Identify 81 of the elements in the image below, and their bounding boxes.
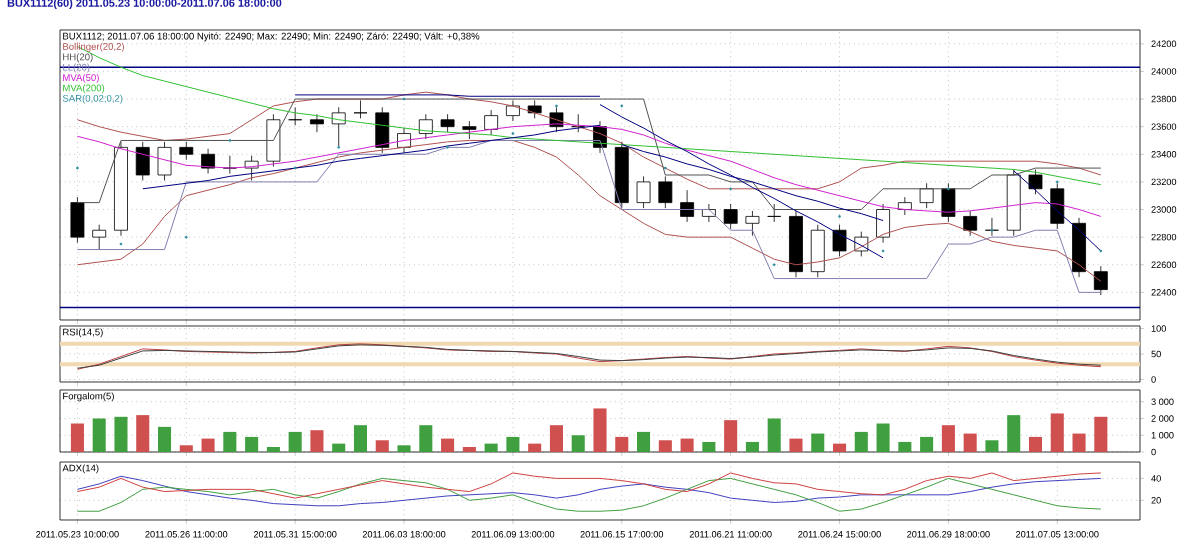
bar (1028, 436, 1043, 452)
bar (397, 445, 411, 452)
bar (658, 440, 672, 452)
bar (680, 438, 694, 452)
candlestick (375, 106, 390, 154)
bar (898, 441, 912, 452)
bar (941, 425, 955, 452)
candlestick (658, 175, 673, 209)
candlestick (832, 224, 847, 257)
candlestick (680, 189, 695, 223)
candlestick (723, 203, 738, 230)
bar (528, 443, 542, 452)
candlestick (1028, 169, 1043, 195)
bar (484, 443, 498, 452)
bar (854, 431, 868, 452)
candlestick (484, 109, 499, 136)
bar (789, 438, 803, 452)
candlestick (331, 106, 346, 147)
bar (1094, 416, 1108, 452)
bar (637, 431, 651, 452)
candlestick (745, 210, 760, 237)
bar (985, 440, 999, 452)
line-series (1013, 170, 1102, 252)
candlestick (941, 182, 956, 223)
bar (767, 418, 781, 452)
bar (179, 445, 193, 452)
bar (136, 415, 150, 452)
candlestick (876, 203, 890, 244)
bar (702, 441, 716, 452)
bar (549, 425, 563, 452)
candlestick (201, 148, 215, 175)
candlestick (963, 210, 978, 237)
bar (1050, 413, 1064, 452)
candlestick (353, 100, 368, 119)
bar (745, 441, 759, 452)
bar (832, 443, 847, 452)
bar (310, 430, 324, 452)
candlestick (288, 106, 303, 126)
bar (266, 446, 280, 452)
candlestick (70, 196, 85, 244)
candlestick (636, 175, 651, 209)
bar (201, 438, 215, 452)
line-series (599, 104, 884, 259)
bar (920, 436, 934, 452)
bar (419, 425, 433, 452)
bar (462, 446, 476, 452)
candlestick (505, 100, 520, 122)
candlestick (810, 224, 825, 278)
candlestick (985, 217, 999, 237)
bar (876, 423, 890, 452)
bar (1072, 433, 1086, 452)
candlestick (1093, 265, 1108, 296)
bar (615, 436, 629, 452)
bar (811, 433, 825, 452)
candlestick (310, 113, 324, 133)
candlestick (92, 224, 107, 250)
candlestick (418, 113, 433, 140)
candlestick (135, 141, 150, 181)
bar (506, 436, 520, 452)
bar (963, 433, 977, 452)
bar (92, 418, 106, 452)
candlestick (266, 113, 281, 168)
bar (223, 431, 237, 452)
bar (70, 423, 84, 452)
bar (441, 438, 455, 452)
bar (114, 416, 128, 452)
bar (288, 431, 302, 452)
candlestick (571, 113, 586, 133)
bar (353, 425, 368, 452)
bar (571, 435, 585, 452)
bar (245, 436, 259, 452)
candlestick (919, 182, 934, 209)
bar (593, 408, 607, 452)
bar (1007, 415, 1021, 452)
candlestick (157, 141, 172, 181)
candlestick (767, 203, 782, 223)
candlestick (222, 155, 237, 175)
bar (157, 426, 172, 452)
bar (332, 443, 346, 452)
bar (375, 440, 389, 452)
bar (724, 420, 738, 452)
